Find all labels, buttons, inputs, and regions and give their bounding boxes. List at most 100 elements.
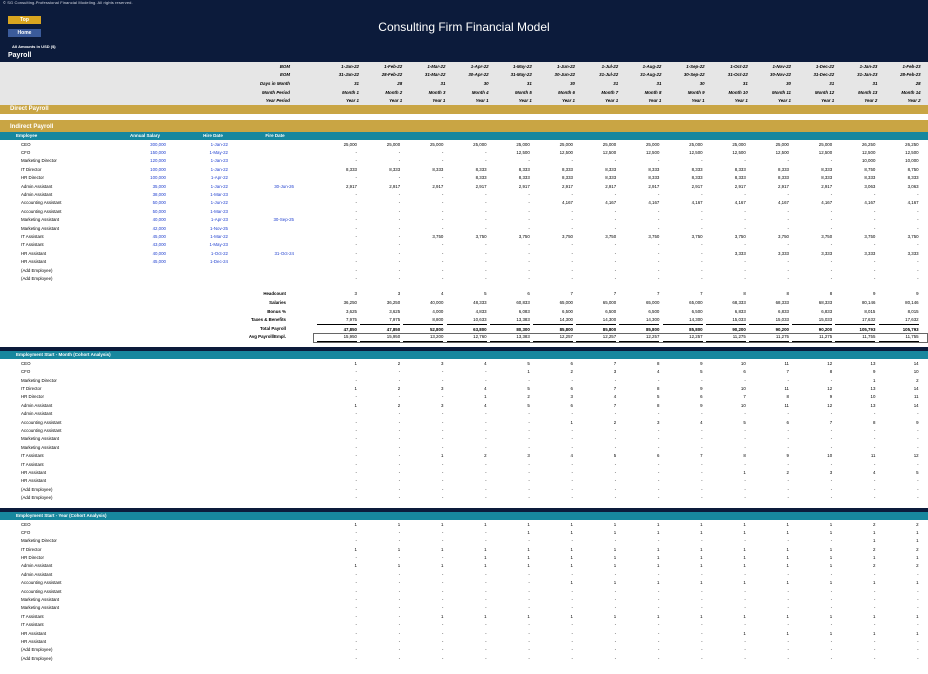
value-cell: 8,333	[907, 175, 919, 181]
value-cell: 12,500	[559, 150, 573, 156]
value-cell: 26,250	[905, 141, 919, 147]
value-cell: -	[355, 436, 357, 442]
table-row: (Add Employee) - - - - - - - - - - - - - -	[0, 485, 928, 493]
value-cell: 4	[484, 386, 487, 392]
value-cell: 1	[440, 563, 444, 569]
fire-date	[252, 232, 294, 240]
value-cell: -	[355, 555, 357, 561]
timeline-cell: Month 6	[558, 89, 575, 95]
value-cell: -	[787, 225, 789, 231]
employee-name: (Add Employee)	[21, 655, 53, 661]
top-button[interactable]: Top	[8, 16, 41, 24]
value-cell: -	[441, 647, 444, 653]
value-cell: -	[571, 208, 573, 214]
annual-salary: 43,000	[152, 242, 166, 248]
value-cell: -	[917, 267, 919, 273]
value-cell: 1	[916, 555, 919, 561]
value-cell: -	[528, 427, 530, 433]
value-cell: -	[917, 588, 919, 594]
value-cell: -	[528, 411, 530, 417]
value-cell: -	[441, 461, 444, 467]
employee-name: IT Director	[21, 546, 42, 552]
value-cell: -	[398, 233, 401, 239]
employee-name: CEO	[21, 360, 31, 366]
employee-name: HR Director	[21, 555, 44, 561]
value-cell: -	[873, 588, 876, 594]
value-cell: 1	[656, 613, 660, 619]
value-cell: -	[917, 208, 919, 214]
value-cell: -	[398, 369, 401, 375]
value-cell: -	[355, 597, 357, 603]
home-button[interactable]: Home	[8, 29, 41, 37]
table-row: IT Director 1 1 1 1 1 1 1 1 1 1 1 1 2 2	[0, 545, 928, 553]
value-cell: -	[528, 597, 530, 603]
value-cell: 12,500	[732, 150, 746, 156]
value-cell: -	[441, 495, 444, 501]
value-cell: 10	[870, 394, 876, 400]
value-cell: -	[657, 630, 660, 636]
value-cell: -	[614, 208, 617, 214]
value-cell: 12	[827, 402, 833, 408]
value-cell: -	[398, 192, 401, 197]
value-cell: -	[657, 571, 660, 577]
value-cell: 1	[786, 630, 789, 636]
value-cell: -	[873, 638, 876, 644]
value-cell: -	[614, 605, 617, 611]
value-cell: -	[787, 588, 789, 594]
value-cell: -	[398, 275, 401, 281]
value-cell: -	[614, 478, 617, 484]
value-cell: -	[355, 444, 357, 450]
table-row: Admin Assistant 35,000 1-Jan-22 30-Jun-26 2,…	[0, 182, 928, 190]
value-cell: -	[528, 250, 530, 256]
employee-name: (Add Employee)	[21, 275, 53, 281]
value-cell: -	[355, 259, 357, 265]
value-cell: -	[787, 436, 789, 442]
value-cell: 25,000	[645, 141, 660, 147]
value-cell: 1	[484, 521, 487, 527]
value-cell: -	[873, 436, 876, 442]
value-cell: -	[701, 192, 703, 197]
summary-cell: 12,257	[533, 333, 573, 343]
value-cell: 25,000	[775, 141, 789, 147]
table-row: Admin Assistant - - - - - - - - - - - - - -	[0, 410, 928, 418]
summary-cell: 48,333	[473, 300, 487, 305]
value-cell: 3,750	[605, 233, 617, 239]
timeline-cell: Year 1	[432, 98, 446, 104]
timeline-cell: 28-Feb-23	[900, 72, 921, 78]
value-cell: -	[355, 655, 357, 661]
value-cell: -	[355, 208, 357, 214]
hire-date: 1-Jan-22	[210, 166, 228, 172]
value-cell: -	[830, 588, 833, 594]
value-cell: -	[441, 469, 444, 475]
value-cell: -	[528, 259, 530, 265]
value-cell: 1	[872, 630, 876, 636]
value-cell: -	[917, 436, 919, 442]
value-cell: 3,333	[864, 250, 876, 256]
value-cell: -	[398, 208, 401, 214]
value-cell: 1	[743, 630, 746, 636]
value-cell: 1	[700, 580, 703, 586]
value-cell: -	[614, 461, 617, 467]
employee-name: Admin Assistant	[21, 402, 53, 408]
employee-name: Marketing Director	[21, 538, 57, 544]
value-cell: -	[485, 588, 487, 594]
table-row: HR Assistant - - - - - - - - - 1 1 1 1 1	[0, 629, 928, 637]
value-cell: -	[441, 208, 444, 214]
value-cell: 1	[354, 360, 357, 366]
timeline-cell: Year 1	[345, 98, 359, 104]
value-cell: 1	[527, 529, 530, 535]
value-cell: -	[355, 427, 357, 433]
value-cell: 4,167	[778, 200, 789, 206]
value-cell: -	[744, 478, 746, 484]
value-cell: -	[441, 225, 444, 231]
value-cell: -	[398, 175, 401, 181]
summary-cell: 3,625	[346, 308, 357, 314]
hire-date	[186, 274, 228, 282]
value-cell: 1	[613, 521, 617, 527]
value-cell: -	[701, 208, 703, 214]
value-cell: 8	[743, 453, 746, 459]
value-cell: -	[744, 486, 746, 492]
summary-row: Headcount 3 3 4 5 6 7 7 7 7 8 8 8 9 9	[0, 290, 928, 299]
value-cell: -	[701, 622, 703, 628]
value-cell: 3	[613, 369, 617, 375]
